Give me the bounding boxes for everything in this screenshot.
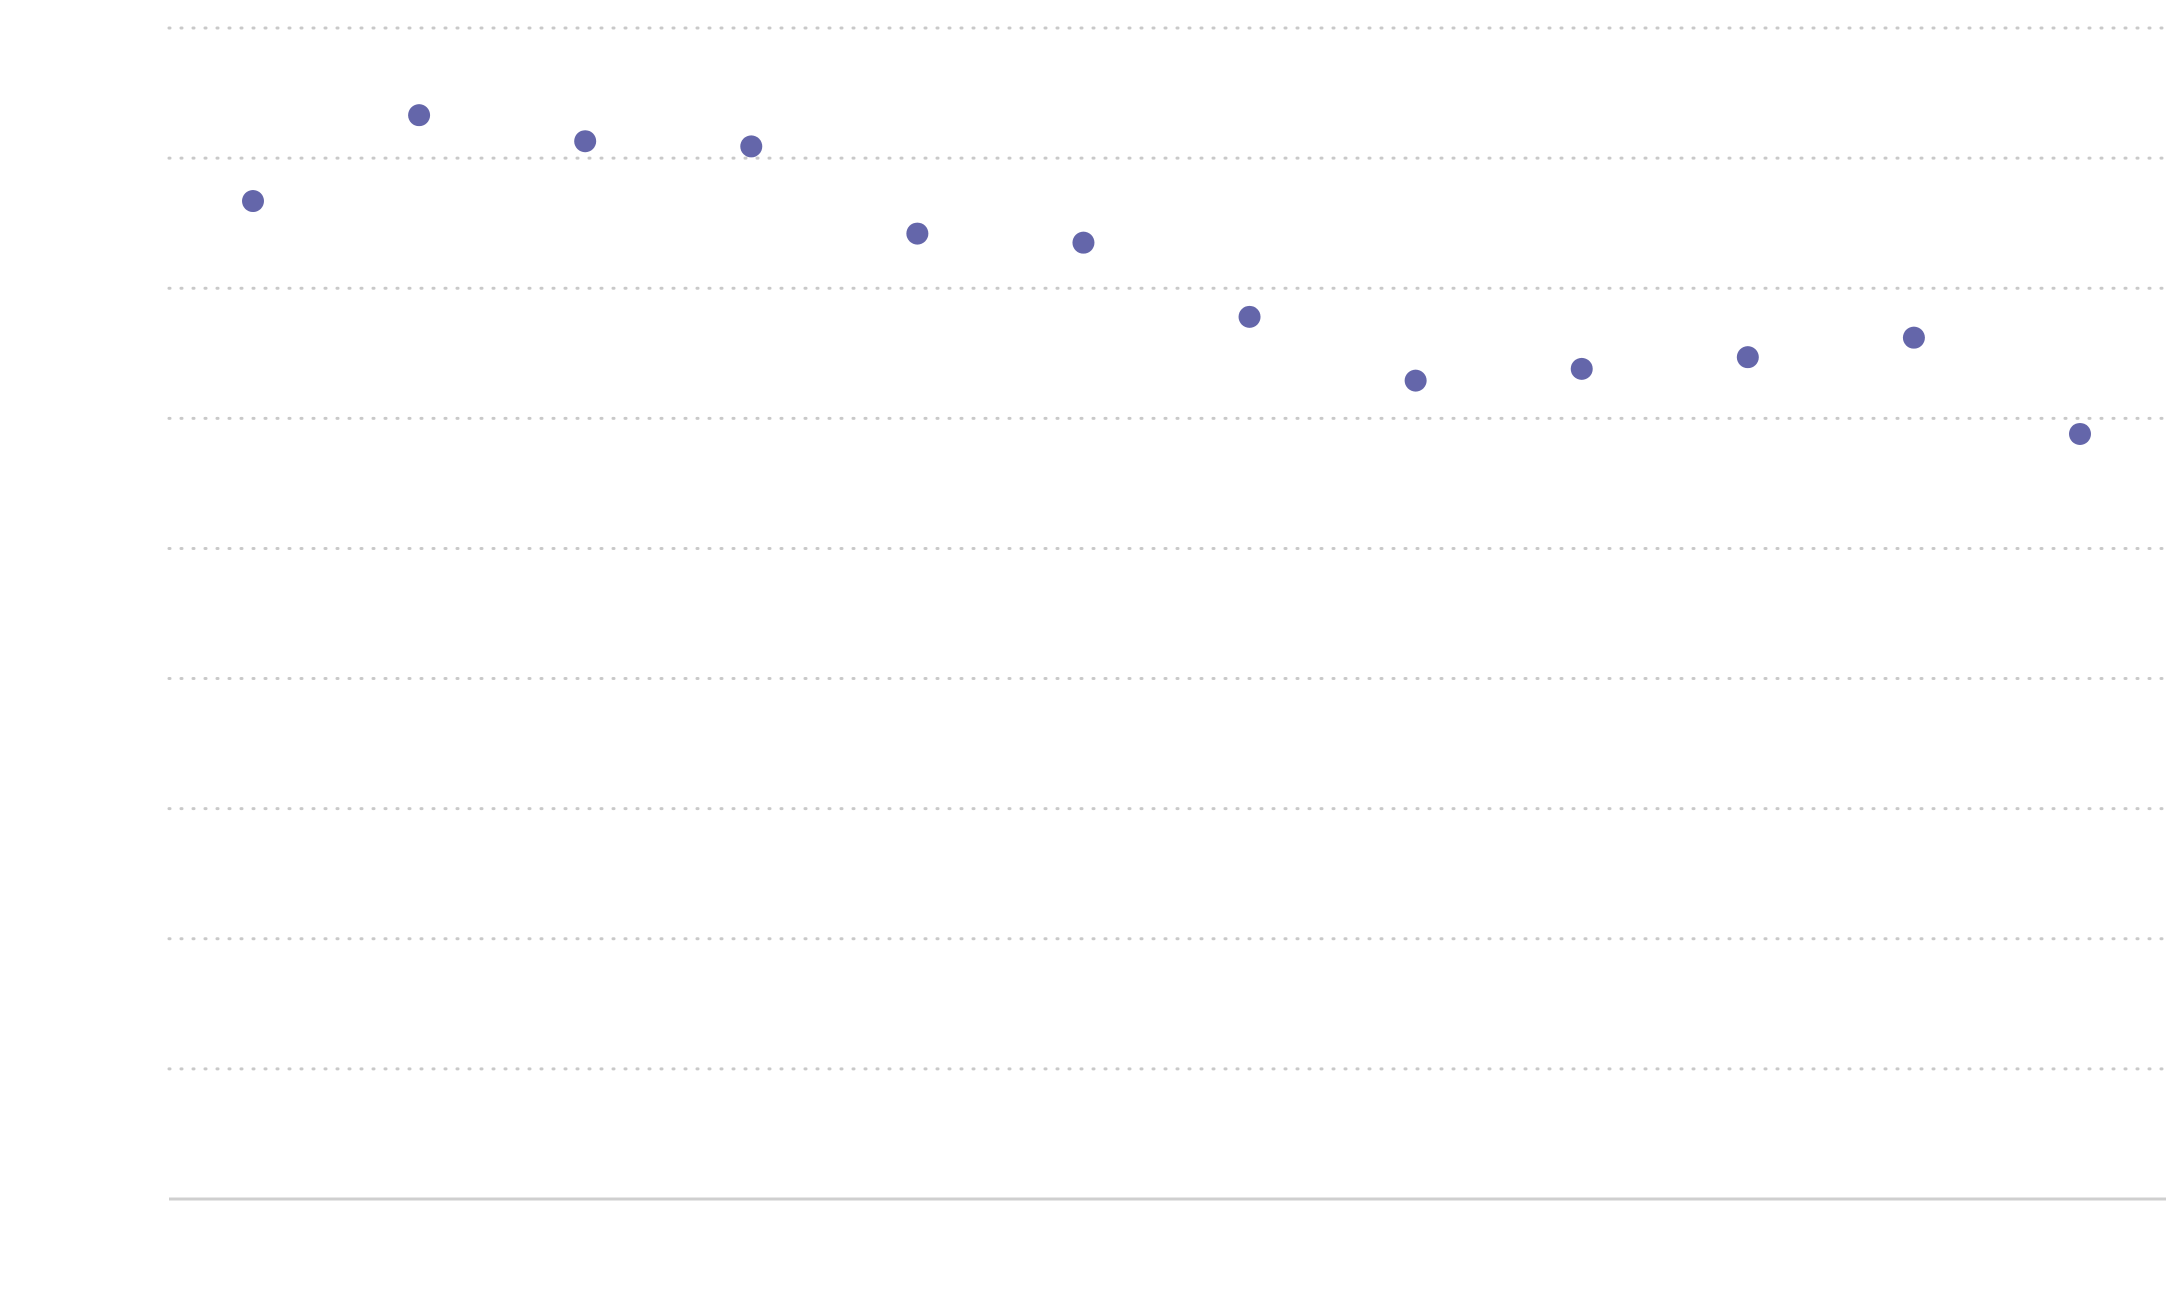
- data-point-9: [1570, 357, 1593, 380]
- data-points-group: [242, 104, 2091, 445]
- data-point-6: [1072, 231, 1095, 254]
- data-point-2: [408, 104, 431, 127]
- gridline-group: [167, 26, 2166, 1071]
- data-point-12: [2069, 422, 2091, 445]
- data-point-10: [1736, 346, 1759, 369]
- data-point-11: [1902, 326, 1925, 349]
- data-point-7: [1238, 305, 1261, 328]
- data-point-8: [1404, 369, 1427, 392]
- data-point-1: [242, 190, 264, 213]
- data-point-5: [906, 222, 929, 245]
- data-point-3: [574, 130, 597, 153]
- data-point-4: [740, 135, 763, 158]
